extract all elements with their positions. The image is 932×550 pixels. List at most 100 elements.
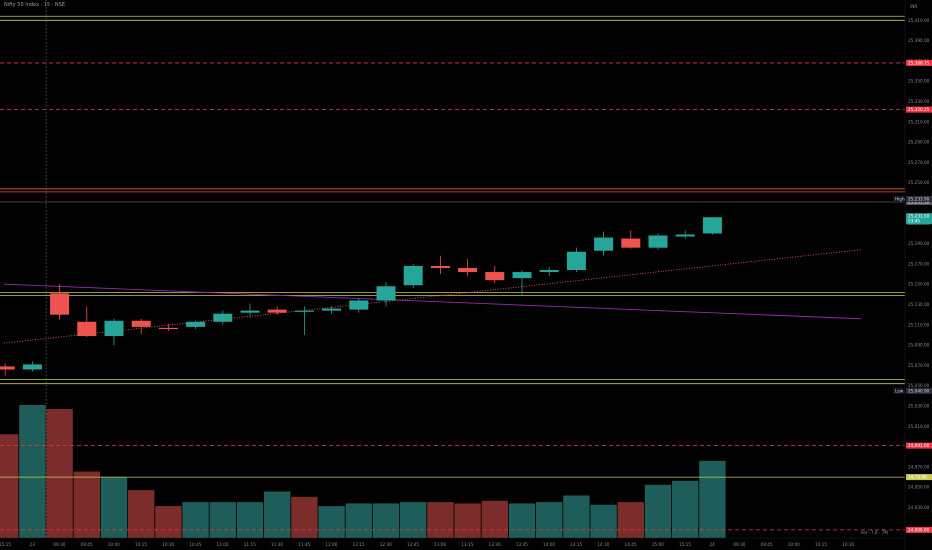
volume-bar <box>590 504 617 538</box>
volume-layer <box>0 405 726 538</box>
price-tick-label: 25,310.00 <box>908 119 930 124</box>
price-axis[interactable]: INR25,410.0025,390.0025,370.0025,350.002… <box>861 0 932 550</box>
time-tick-label: 11:30 <box>271 542 283 547</box>
time-tick-label: 10:30 <box>842 542 854 547</box>
hl-badge-label: Low <box>895 388 904 393</box>
time-tick-label: 14:30 <box>597 542 609 547</box>
level-price-label: 24,906.00 <box>908 527 930 532</box>
price-tick-label: 25,190.00 <box>908 241 930 246</box>
volume-bar <box>536 502 563 538</box>
volume-bar <box>508 503 536 538</box>
time-tick-label: 15:00 <box>652 542 664 547</box>
time-tick-label: 14:45 <box>625 542 637 547</box>
volume-bar <box>291 496 318 538</box>
time-tick-label: 11:00 <box>217 542 229 547</box>
volume-bar <box>454 503 481 538</box>
time-tick-label: 09:45 <box>761 542 773 547</box>
volume-bar <box>182 502 209 538</box>
level-price-tag <box>906 474 932 481</box>
time-tick-label: 10:15 <box>135 542 147 547</box>
time-tick-label: 10:00 <box>788 542 800 547</box>
volume-bar <box>236 502 264 538</box>
trendline-layer <box>3 249 861 344</box>
volume-bar <box>73 471 100 538</box>
candle-body <box>186 321 206 327</box>
current-price-tag <box>906 213 932 225</box>
candle-body <box>403 265 423 286</box>
time-tick-label: 09:30 <box>733 542 745 547</box>
level-price-label: 24,991.00 <box>908 443 930 448</box>
price-tick-label: 25,170.00 <box>908 261 930 266</box>
price-tick-label: 25,270.00 <box>908 160 930 165</box>
time-tick-label: 13:45 <box>516 542 528 547</box>
trend-line <box>3 249 861 344</box>
level-price-label: 25,320.25 <box>908 107 930 112</box>
time-tick-label: 10:15 <box>815 542 827 547</box>
volume-bar <box>46 408 73 538</box>
level-price-label: 25,231.50 <box>908 200 930 205</box>
time-tick-label: 13:00 <box>434 542 446 547</box>
volume-bar <box>481 500 508 538</box>
hl-badge <box>893 195 905 202</box>
price-tick-label: 25,250.00 <box>908 180 930 185</box>
volume-bar <box>0 434 19 538</box>
price-tick-label: 25,090.00 <box>908 343 930 348</box>
candles-layer <box>0 217 722 376</box>
level-price-tag <box>906 526 932 533</box>
price-tick-label: 25,010.00 <box>908 424 930 429</box>
price-tick-label: 25,350.00 <box>908 79 930 84</box>
levels-layer <box>0 15 905 531</box>
volume-bar <box>400 502 427 538</box>
time-tick-label: 10:00 <box>108 542 120 547</box>
candle-body <box>240 310 260 313</box>
candle-body <box>566 251 586 271</box>
volume-bar <box>318 506 345 538</box>
volume-bar <box>372 503 400 538</box>
price-tick-label: 25,130.00 <box>908 302 930 307</box>
time-tick-label: 10:45 <box>189 542 201 547</box>
time-tick-label: 11:45 <box>298 542 310 547</box>
time-tick-label: 09:30 <box>53 542 65 547</box>
volume-bar <box>617 502 644 538</box>
currency-label: INR <box>910 4 917 9</box>
candle-body <box>621 238 641 248</box>
volume-bar <box>155 506 182 538</box>
volume-bar <box>19 405 46 538</box>
candle-body <box>77 321 97 336</box>
level-price-tag <box>906 199 932 206</box>
price-tick-label: 25,030.00 <box>908 404 930 409</box>
hl-badge <box>893 387 905 394</box>
volume-bar <box>345 503 372 538</box>
hl-price-tag <box>906 387 932 394</box>
symbol-title[interactable]: Nifty 50 Index · 15 · NSE <box>4 2 65 8</box>
time-tick-label: 13:30 <box>489 542 501 547</box>
time-tick-label: 10:30 <box>162 542 174 547</box>
countdown-label: 03:45 <box>908 219 920 224</box>
price-tick-label: 25,390.00 <box>908 38 930 43</box>
level-price-tag <box>906 442 932 449</box>
time-tick-label: 12:00 <box>325 542 337 547</box>
time-tick-label: 09:45 <box>81 542 93 547</box>
time-tick-label: 15:15 <box>0 542 11 547</box>
time-tick-label: 23 <box>30 542 36 547</box>
candle-body <box>104 320 124 336</box>
time-axis[interactable]: 15:15 23 09:30 09:45 10:00 10:15 10:30 10:45 11:… <box>0 537 905 547</box>
candle-body <box>158 327 178 330</box>
price-tick-label: 25,290.00 <box>908 140 930 145</box>
candle-body <box>376 286 396 301</box>
price-tick-label: 25,410.00 <box>908 18 930 23</box>
volume-note: Vol · 7,6 · 7M <box>861 530 889 535</box>
candle-body <box>213 313 233 322</box>
price-tick-label: 25,330.00 <box>908 99 930 104</box>
volume-bar <box>209 502 236 538</box>
time-tick-label: 24 <box>710 542 716 547</box>
volume-bar <box>563 495 590 538</box>
price-tick-label: 25,110.00 <box>908 322 930 327</box>
hl-price-label: 25,040.90 <box>908 388 930 393</box>
candle-body <box>322 308 342 311</box>
trend-line <box>3 283 861 320</box>
hl-price-label: 25,233.90 <box>908 196 930 201</box>
volume-bar <box>100 476 128 538</box>
